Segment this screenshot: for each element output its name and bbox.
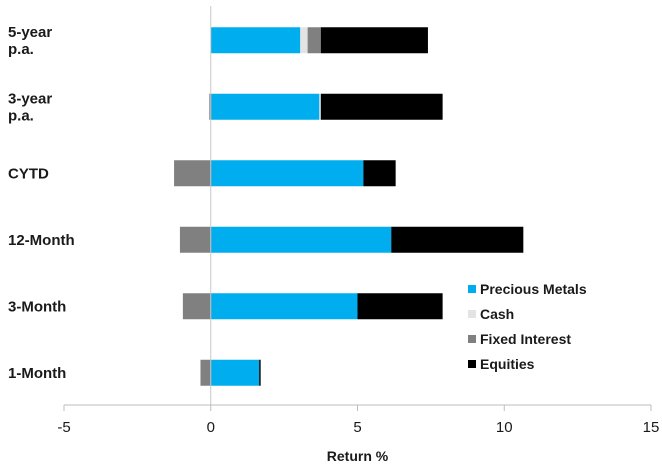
legend-swatch [468,310,476,318]
bar-fixed-interest [307,27,321,54]
legend-swatch [468,285,476,293]
category-label: 3-Month [8,298,66,315]
x-tick-label: 15 [643,419,660,436]
bar-fixed-interest [209,93,211,120]
bar-precious-metals [210,27,301,54]
legend-label: Cash [480,306,514,322]
bar-equities [363,160,396,187]
legend-label: Equities [480,356,535,372]
category-label: 1-Month [8,365,66,382]
bar-fixed-interest [182,293,211,320]
category-label: 12-Month [8,232,75,249]
bar-equities [357,293,443,320]
bar-precious-metals [210,93,320,120]
bar-equities [391,226,524,253]
bar-precious-metals [210,226,392,253]
bar-fixed-interest [179,226,211,253]
x-axis-title: Return % [327,448,389,464]
x-tick-label: 5 [353,419,361,436]
legend-swatch [468,335,476,343]
bar-cash [319,93,321,120]
legend: Precious Metals Cash Fixed Interest Equitie… [468,281,587,372]
legend-label: Fixed Interest [480,331,571,347]
x-tick-label: 10 [496,419,513,436]
category-label: 5-year p.a. [8,24,52,58]
bar-precious-metals [210,359,260,386]
bar-fixed-interest [174,160,211,187]
bar-precious-metals [210,160,364,187]
bar-equities [320,93,443,120]
legend-label: Precious Metals [480,281,587,297]
bar-fixed-interest [200,359,211,386]
bar-equities [259,359,261,386]
x-tick-label: 0 [207,419,215,436]
category-label: CYTD [8,165,49,182]
x-axis: -5 0 5 10 15 [57,6,659,436]
bar-equities [320,27,428,54]
legend-swatch [468,360,476,368]
bar-precious-metals [210,293,358,320]
category-label: 3-year p.a. [8,90,52,124]
bars-layer [174,27,524,386]
bar-cash [300,27,308,54]
x-tick-label: -5 [57,419,70,436]
category-labels: 5-year p.a. 3-year p.a. CYTD 12-Month 3-Month 1… [8,24,75,382]
